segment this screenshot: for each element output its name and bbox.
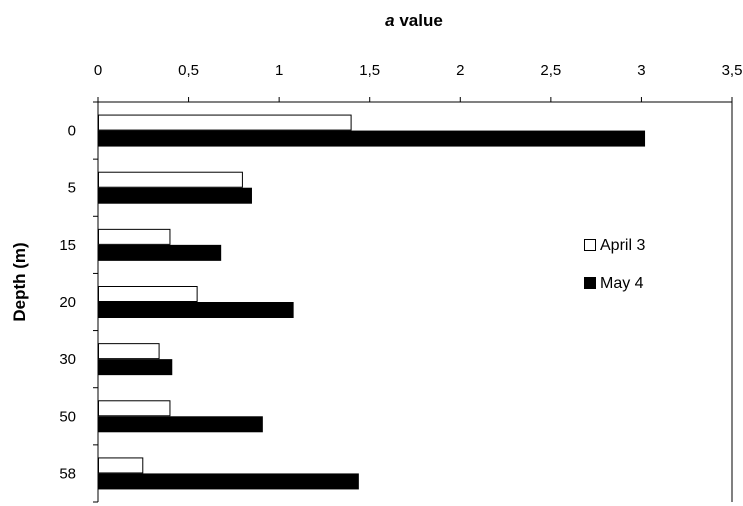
x-tick-label: 3,5	[722, 62, 743, 79]
bar-april-3-58	[98, 457, 144, 474]
bar-april-3-5	[98, 171, 243, 188]
x-tick-label: 1	[275, 62, 283, 79]
bar-may-4-5	[98, 187, 252, 204]
plot-area: 0 0,5 1 1,5 2 2,5 3 3,5 0 5 15 20 30 50 58	[59, 62, 743, 503]
y-tick-label: 30	[59, 351, 76, 368]
x-tick-label: 1,5	[359, 62, 380, 79]
bar-april-3-50	[98, 400, 171, 417]
legend-swatch-may-4	[584, 277, 596, 289]
bar-april-3-30	[98, 343, 160, 360]
y-tick-label: 5	[68, 180, 76, 197]
legend-label-april-3: April 3	[600, 237, 645, 254]
bar-may-4-20	[98, 302, 294, 318]
bar-may-4-15	[98, 244, 222, 261]
y-tick-label: 15	[59, 237, 76, 254]
x-tick-label: 0,5	[178, 62, 199, 79]
y-tick-label: 58	[59, 465, 76, 482]
x-axis-title-variable: a	[385, 11, 394, 30]
x-tick-label: 2	[456, 62, 464, 79]
x-axis-title-text: value	[395, 11, 443, 30]
bar-may-4-50	[98, 416, 263, 433]
bar-may-4-0	[98, 130, 646, 147]
legend-label-may-4: May 4	[600, 275, 644, 292]
x-tick-label: 0	[94, 62, 102, 79]
y-axis-title: Depth (m)	[10, 242, 29, 321]
legend-swatch-april-3	[584, 239, 596, 251]
x-tick-label: 3	[637, 62, 645, 79]
bar-april-3-20	[98, 286, 198, 302]
bar-may-4-30	[98, 359, 173, 376]
legend: April 3 May 4	[584, 237, 645, 292]
bar-april-3-0	[98, 114, 352, 131]
x-axis-title: a value	[385, 11, 443, 30]
bar-may-4-58	[98, 473, 359, 490]
bar-april-3-15	[98, 228, 171, 245]
x-tick-label: 2,5	[540, 62, 561, 79]
y-tick-label: 0	[68, 123, 76, 140]
y-tick-label: 20	[59, 294, 76, 311]
y-tick-label: 50	[59, 408, 76, 425]
